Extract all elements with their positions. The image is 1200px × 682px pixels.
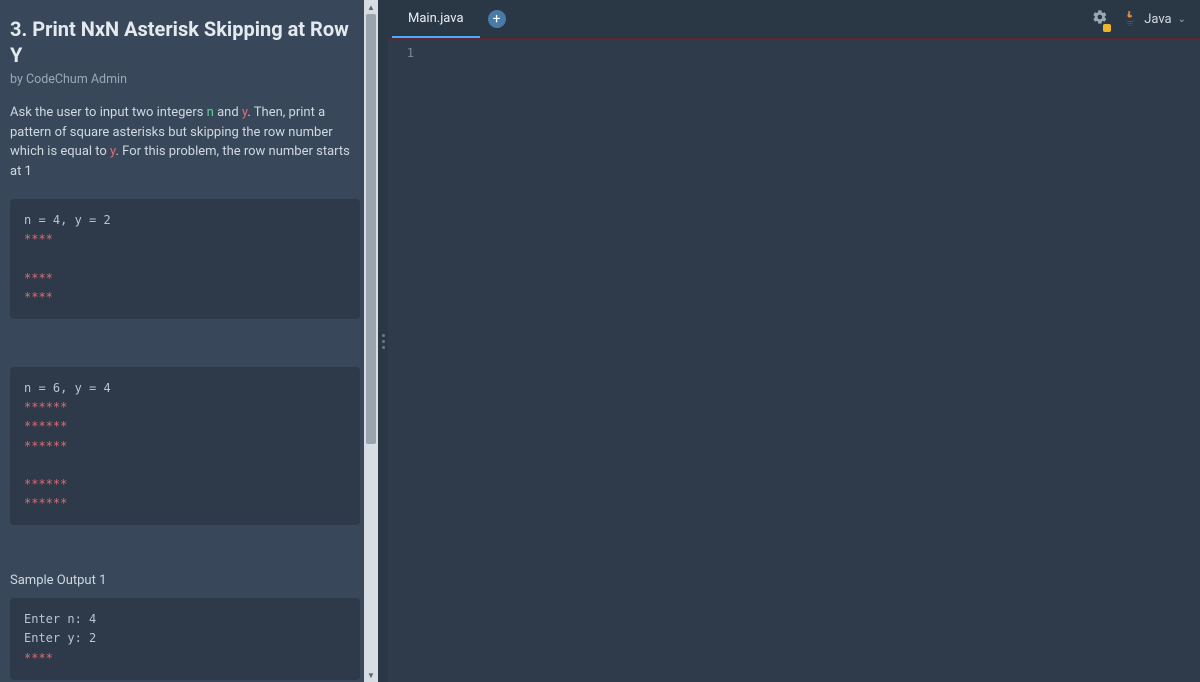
- problem-panel: 3. Print NxN Asterisk Skipping at Row Y …: [0, 0, 378, 682]
- scrollbar-up-arrow-icon[interactable]: ▲: [364, 0, 378, 14]
- editor-tab-bar: Main.java + Java ⌄: [388, 0, 1200, 38]
- example-header: n = 6, y = 4: [24, 381, 111, 395]
- example-row: ******: [24, 400, 67, 414]
- scrollbar-thumb[interactable]: [366, 14, 376, 444]
- problem-author: by CodeChum Admin: [10, 72, 360, 87]
- language-selector[interactable]: Java ⌄: [1116, 0, 1200, 38]
- drag-handle-icon: [382, 334, 385, 349]
- tab-label: Main.java: [408, 11, 464, 26]
- example-block-1: n = 4, y = 2 **** **** ****: [10, 199, 360, 319]
- gear-icon: [1092, 9, 1108, 29]
- sample-line: ****: [24, 651, 53, 665]
- code-editor[interactable]: 1: [388, 38, 1200, 682]
- sample-output-label: Sample Output 1: [10, 573, 360, 588]
- plus-icon: +: [488, 10, 506, 28]
- tab-spacer: [514, 0, 1085, 38]
- example-row: ****: [24, 271, 53, 285]
- sample-line: Enter y: 2: [24, 631, 96, 645]
- add-tab-button[interactable]: +: [480, 0, 514, 38]
- chevron-down-icon: ⌄: [1178, 14, 1186, 25]
- line-number: 1: [388, 46, 414, 60]
- example-header: n = 4, y = 2: [24, 213, 111, 227]
- scrollbar-down-arrow-icon[interactable]: ▼: [364, 668, 378, 682]
- code-text-area[interactable]: [424, 40, 1200, 682]
- language-label: Java: [1144, 12, 1171, 27]
- editor-panel: Main.java + Java ⌄: [388, 0, 1200, 682]
- desc-text: Ask the user to input two integers: [10, 105, 207, 120]
- line-number-gutter: 1: [388, 40, 424, 682]
- var-n: n: [207, 105, 214, 120]
- example-row: ****: [24, 290, 53, 304]
- desc-text: and: [214, 105, 242, 120]
- settings-badge-icon: [1103, 24, 1111, 32]
- example-row: ******: [24, 496, 67, 510]
- example-row: ******: [24, 419, 67, 433]
- app-root: 3. Print NxN Asterisk Skipping at Row Y …: [0, 0, 1200, 682]
- problem-title: 3. Print NxN Asterisk Skipping at Row Y: [10, 16, 360, 68]
- sample-line: Enter n: 4: [24, 612, 96, 626]
- settings-button[interactable]: [1084, 0, 1116, 38]
- example-row: ****: [24, 232, 53, 246]
- problem-scroll-region[interactable]: 3. Print NxN Asterisk Skipping at Row Y …: [0, 0, 378, 682]
- scrollbar-track[interactable]: [364, 14, 378, 668]
- java-logo-icon: [1122, 11, 1138, 27]
- panel-divider[interactable]: [378, 0, 388, 682]
- problem-description: Ask the user to input two integers n and…: [10, 103, 360, 181]
- example-row: ******: [24, 439, 67, 453]
- example-row: ******: [24, 477, 67, 491]
- panel-scrollbar[interactable]: ▲ ▼: [364, 0, 378, 682]
- file-tab-main-java[interactable]: Main.java: [392, 0, 480, 38]
- example-block-2: n = 6, y = 4 ****** ****** ****** ******…: [10, 367, 360, 525]
- sample-output-block: Enter n: 4 Enter y: 2 ****: [10, 598, 360, 680]
